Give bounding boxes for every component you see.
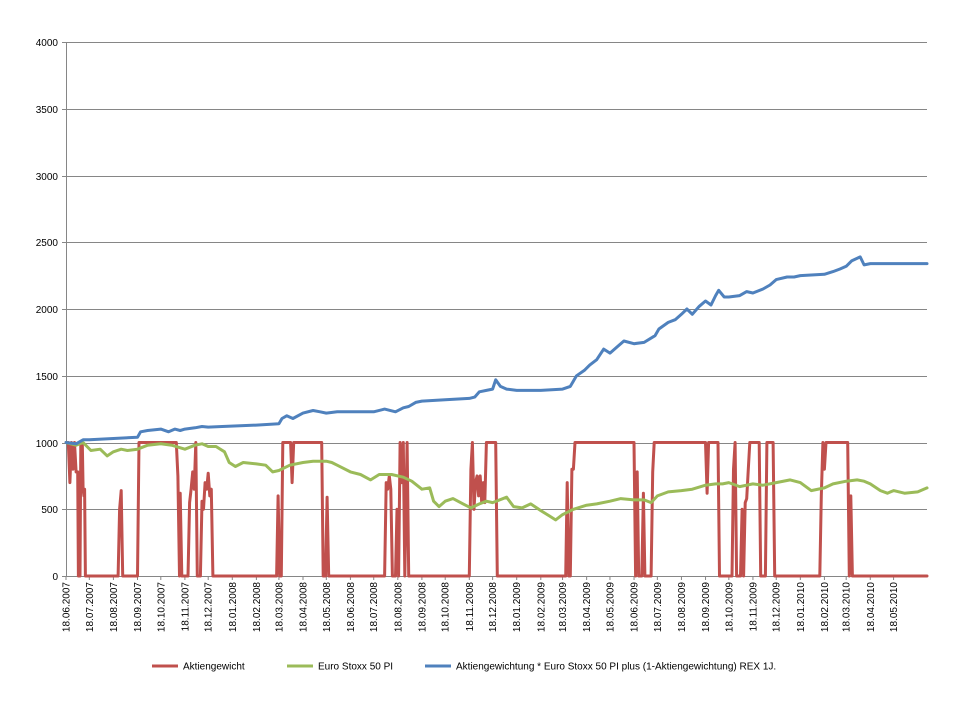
x-tick-label: 18.12.2007 (204, 582, 215, 632)
x-tick-label: 18.02.2008 (252, 582, 263, 632)
legend-label: Aktiengewichtung * Euro Stoxx 50 PI plus… (456, 662, 776, 673)
y-tick-label: 500 (41, 505, 58, 516)
x-tick-label: 18.01.2009 (512, 582, 523, 632)
x-tick-label: 18.07.2008 (369, 582, 380, 632)
x-tick-label: 18.06.2009 (630, 582, 641, 632)
x-tick-label: 18.07.2009 (653, 582, 664, 632)
x-tick-label: 18.10.2008 (441, 582, 452, 632)
x-tick-label: 18.03.2010 (842, 582, 853, 632)
x-tick-label: 18.06.2008 (346, 582, 357, 632)
y-tick-label: 1500 (36, 372, 59, 383)
y-tick-label: 3000 (36, 172, 59, 183)
y-tick-label: 2000 (36, 305, 59, 316)
x-tick-label: 18.04.2009 (582, 582, 593, 632)
series-line-1 (64, 441, 929, 522)
legend-item: Euro Stoxx 50 PI (287, 662, 393, 673)
x-tick-label: 18.05.2010 (889, 582, 900, 632)
legend-item: Aktiengewicht (152, 662, 245, 673)
x-tick-label: 18.10.2007 (156, 582, 167, 632)
x-tick-labels: 18.06.2007 18.07.2007 18.08.2007 18.09.2007… (62, 576, 900, 632)
x-tick-label: 18.12.2009 (772, 582, 783, 632)
legend-item: Aktiengewichtung * Euro Stoxx 50 PI plus… (425, 662, 776, 673)
gridlines (62, 42, 927, 577)
x-tick-label: 18.11.2008 (465, 582, 476, 632)
x-tick-label: 18.11.2009 (748, 582, 759, 632)
x-tick-label: 18.07.2007 (85, 582, 96, 632)
legend: Aktiengewicht Euro Stoxx 50 PI Aktiengewic… (152, 662, 776, 673)
x-tick-label: 18.08.2008 (393, 582, 404, 632)
x-tick-label: 18.03.2008 (274, 582, 285, 632)
y-tick-labels: 0 500 1000 1500 2000 2500 3000 3500 4000 (36, 38, 59, 583)
y-tick-label: 2500 (36, 238, 59, 249)
y-tick-label: 0 (52, 572, 58, 583)
y-tick-label: 3500 (36, 105, 59, 116)
legend-label: Aktiengewicht (183, 662, 245, 673)
x-tick-label: 18.05.2009 (605, 582, 616, 632)
x-tick-label: 18.05.2008 (322, 582, 333, 632)
x-tick-label: 18.02.2009 (536, 582, 547, 632)
x-tick-label: 18.01.2010 (796, 582, 807, 632)
x-tick-label: 18.12.2008 (488, 582, 499, 632)
x-tick-label: 18.03.2009 (558, 582, 569, 632)
legend-label: Euro Stoxx 50 PI (318, 662, 393, 673)
series-line-2 (64, 255, 929, 446)
x-tick-label: 18.06.2007 (62, 582, 73, 632)
x-tick-label: 18.04.2010 (866, 582, 877, 632)
x-tick-label: 18.04.2008 (299, 582, 310, 632)
x-tick-label: 18.09.2008 (417, 582, 428, 632)
y-tick-label: 1000 (36, 439, 59, 450)
x-tick-label: 18.11.2007 (180, 582, 191, 632)
x-tick-label: 18.09.2009 (701, 582, 712, 632)
series-lines (64, 255, 929, 578)
x-tick-label: 18.10.2009 (724, 582, 735, 632)
y-tick-label: 4000 (36, 38, 59, 49)
x-tick-label: 18.08.2007 (109, 582, 120, 632)
x-tick-label: 18.09.2007 (133, 582, 144, 632)
x-tick-label: 18.08.2009 (677, 582, 688, 632)
x-tick-label: 18.01.2008 (228, 582, 239, 632)
x-tick-label: 18.02.2010 (820, 582, 831, 632)
